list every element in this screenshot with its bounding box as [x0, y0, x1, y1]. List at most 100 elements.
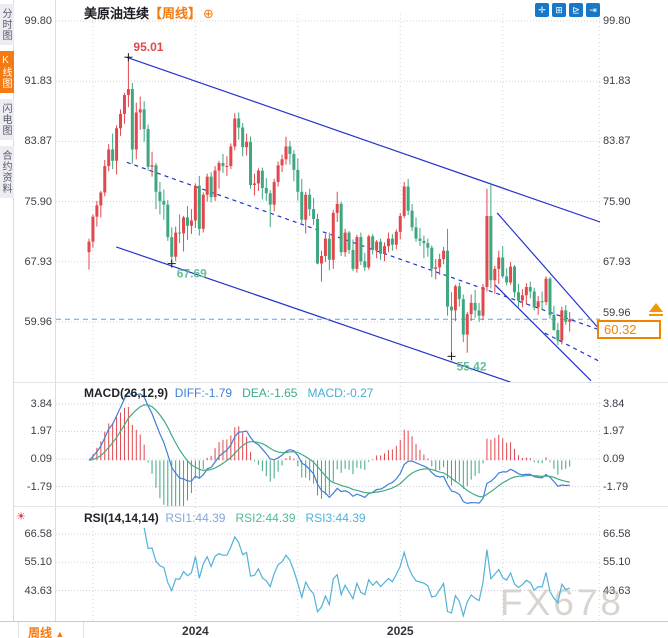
candle-body	[386, 238, 390, 247]
macd-axis-label-left: 3.84	[30, 398, 52, 411]
candle-body	[193, 185, 197, 221]
price-axis-label-left: 59.96	[24, 316, 52, 329]
candle-body	[186, 217, 189, 226]
candle-body	[91, 216, 95, 242]
macd-canvas[interactable]	[56, 382, 600, 506]
time-axis-bar: 周线 ▲ 2024 2025	[0, 621, 668, 638]
macd-axis-label-left: 0.09	[30, 452, 52, 465]
candle-body	[375, 241, 379, 250]
candle-body	[363, 261, 367, 268]
candle-body	[438, 259, 442, 268]
sidebar-item-2[interactable]: 闪电图	[0, 99, 14, 140]
price-axis-label-right: 91.83	[603, 75, 631, 88]
macd-axis-label-left: -1.79	[26, 480, 52, 493]
candle-body	[312, 209, 316, 219]
candle-body	[178, 232, 182, 234]
candle-body	[457, 286, 461, 300]
crosshair-icon[interactable]: ✛	[535, 3, 549, 17]
rsi-axis-label-right: 43.63	[603, 584, 631, 597]
axis-play-icon[interactable]: ⊵	[569, 3, 583, 17]
candle-body	[268, 193, 272, 205]
price-axis-label-left: 67.93	[24, 255, 52, 268]
candle-body	[548, 278, 552, 315]
up-arrow-baseline	[649, 314, 663, 316]
candle-body	[398, 215, 402, 232]
candle-body	[174, 232, 178, 257]
candle-body	[237, 118, 241, 128]
price-axis-label-right: 67.93	[603, 255, 631, 268]
candle-body	[331, 212, 335, 260]
candle-body	[414, 227, 418, 239]
price-axis-label-left: 99.80	[24, 15, 52, 27]
candle-body	[493, 268, 497, 281]
jump-to-latest-button[interactable]	[647, 303, 665, 319]
candle-body	[513, 266, 517, 293]
sidebar-item-3[interactable]: 合约资料	[0, 146, 14, 198]
trendline-2	[126, 161, 600, 331]
rsi-axis-label-left: 43.63	[24, 584, 52, 597]
rsi-axis-label-left: 55.10	[24, 556, 52, 569]
candle-body	[343, 232, 347, 253]
candle-body	[379, 241, 383, 254]
chart-toolbar: ✛ ⊞ ⊵ ⇥	[535, 3, 600, 18]
macd-axis-label-right: -1.79	[603, 480, 629, 493]
price-chart-canvas[interactable]: 95.01 67.69 55.42	[56, 14, 600, 382]
candle-body	[564, 310, 568, 322]
candle-body	[394, 231, 398, 245]
candle-body	[323, 238, 327, 256]
candle-body	[327, 238, 331, 260]
candle-body	[260, 170, 264, 188]
price-axis-label-right: 59.96	[603, 307, 631, 320]
candle-body	[111, 149, 115, 161]
trendline-3	[496, 212, 600, 331]
trendline-4	[494, 284, 592, 382]
axis-zoom-icon[interactable]: ⊞	[552, 3, 566, 17]
rsi-panel-divider	[14, 506, 668, 507]
candle-body	[201, 194, 205, 229]
candle-body	[158, 191, 162, 201]
candle-body	[505, 276, 509, 283]
sidebar-item-0[interactable]: 分时图	[0, 4, 14, 45]
candle-body	[209, 176, 213, 198]
rsi-canvas[interactable]	[56, 507, 600, 620]
macd-diff-value: DIFF:-1.79	[174, 386, 233, 400]
candle-body	[122, 95, 126, 114]
macd-axis-label-right: 3.84	[603, 398, 625, 411]
rsi2-value: RSI2:44.39	[235, 511, 296, 525]
candle-body	[284, 146, 288, 160]
macd-title: MACD(26,12,9)	[84, 386, 169, 400]
candle-body	[461, 299, 465, 335]
sidebar-item-1[interactable]: K线图	[0, 51, 14, 93]
trendline-1	[115, 246, 511, 382]
candle-body	[197, 185, 201, 229]
candle-body	[316, 218, 320, 264]
candle-body	[430, 247, 434, 269]
macd-axis-label-right: 1.97	[603, 425, 625, 438]
add-indicator-icon[interactable]: ⊕	[203, 6, 214, 21]
candle-body	[509, 266, 513, 283]
candle-body	[138, 109, 142, 113]
trendline-0	[126, 56, 600, 223]
candle-body	[221, 163, 225, 167]
candle-body	[189, 220, 193, 226]
candle-body	[552, 314, 556, 331]
chart-mode-sidebar: 分时图 K线图闪电图合约资料	[0, 0, 14, 621]
timeframe-selector-button[interactable]: 周线 ▲	[28, 626, 65, 638]
exit-chart-icon[interactable]: ⇥	[586, 3, 600, 17]
candle-body	[465, 314, 469, 335]
candle-body	[256, 170, 260, 184]
candle-body	[304, 194, 308, 220]
candle-body	[489, 215, 493, 281]
candle-body	[134, 112, 138, 150]
candle-body	[142, 109, 146, 130]
candle-body	[540, 301, 544, 303]
candle-body	[532, 291, 536, 308]
candle-body	[524, 286, 528, 296]
candle-body	[99, 192, 103, 206]
rsi-axis-label-right: 66.58	[603, 528, 631, 540]
macd-dea-value: DEA:-1.65	[242, 386, 298, 400]
candle-body	[339, 203, 343, 253]
rsi-line	[143, 527, 570, 619]
candle-body	[406, 186, 410, 211]
axis-tick	[18, 622, 19, 638]
